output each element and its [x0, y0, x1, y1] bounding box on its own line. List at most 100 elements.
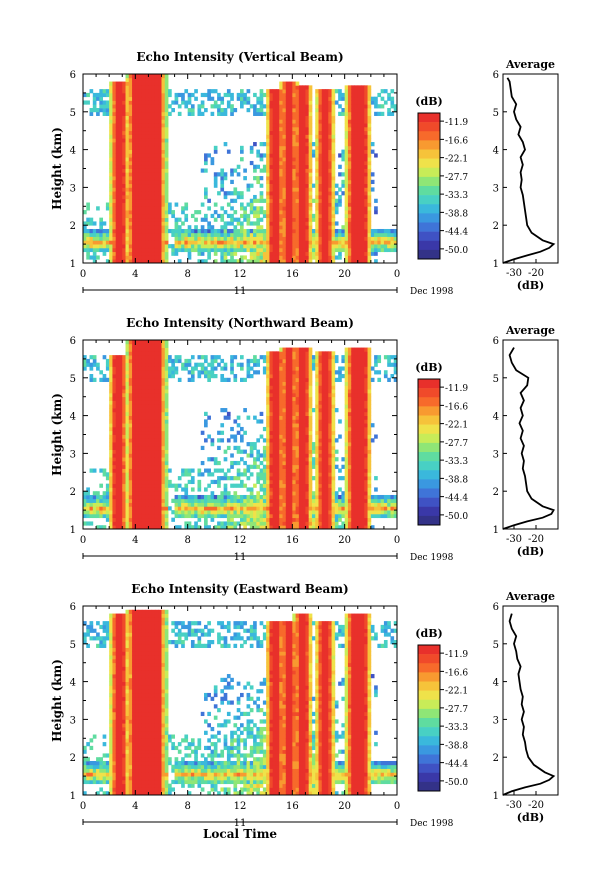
heatmap-cell: [344, 176, 349, 181]
heatmap-cell: [351, 183, 355, 188]
heatmap-cell: [128, 168, 133, 173]
heatmap-cell: [154, 138, 159, 143]
heatmap-cell: [158, 355, 162, 360]
heatmap-cell: [132, 464, 136, 469]
heatmap-cell: [289, 126, 293, 132]
heatmap-cell: [105, 362, 110, 367]
heatmap-cell: [217, 476, 221, 481]
heatmap-cell: [367, 176, 372, 181]
heatmap-cell: [282, 104, 287, 109]
heatmap-cell: [367, 202, 372, 207]
heatmap-cell: [164, 232, 169, 237]
heatmap-cell: [266, 442, 270, 447]
heatmap-cell: [190, 108, 195, 113]
heatmap-cell: [161, 415, 166, 420]
heatmap-cell: [321, 100, 326, 105]
heatmap-cell: [122, 411, 126, 416]
heatmap-cell: [148, 172, 153, 177]
heatmap-cell: [253, 525, 257, 530]
heatmap-cell: [154, 374, 159, 379]
heatmap-cell: [347, 183, 352, 188]
heatmap-cell: [357, 217, 362, 222]
heatmap-cell: [112, 483, 117, 488]
heatmap-cell: [266, 355, 270, 360]
heatmap-cell: [158, 149, 162, 154]
heatmap-cell: [168, 111, 172, 116]
heatmap-cell: [220, 111, 225, 116]
heatmap-cell: [259, 210, 264, 215]
heatmap-cell: [279, 525, 283, 530]
heatmap-cell: [96, 228, 100, 234]
heatmap-cell: [109, 510, 113, 515]
heatmap-cell: [285, 355, 290, 360]
heatmap-cell: [128, 172, 133, 177]
heatmap-cell: [141, 494, 146, 500]
heatmap-cell: [109, 392, 113, 398]
heatmap-cell: [279, 396, 283, 401]
heatmap-cell: [207, 247, 211, 253]
heatmap-cell: [354, 115, 359, 120]
heatmap-cell: [210, 358, 215, 364]
heatmap-cell: [351, 206, 355, 211]
heatmap-cell: [112, 92, 117, 98]
heatmap-cell: [259, 434, 264, 439]
heatmap-cell: [181, 100, 185, 105]
heatmap-cell: [181, 244, 185, 249]
heatmap-cell: [230, 179, 234, 185]
heatmap-cell: [217, 468, 221, 473]
heatmap-cell: [361, 225, 365, 230]
heatmap-cell: [217, 513, 221, 519]
heatmap-cell: [151, 510, 156, 515]
heatmap-cell: [364, 176, 368, 181]
heatmap-cell: [135, 206, 139, 211]
heatmap-cell: [361, 179, 365, 185]
heatmap-cell: [135, 176, 139, 181]
heatmap-cell: [109, 126, 113, 132]
heatmap-cell: [128, 513, 133, 519]
heatmap-cell: [164, 453, 169, 458]
heatmap-cell: [164, 366, 169, 371]
heatmap-cell: [315, 221, 319, 226]
heatmap-cell: [275, 244, 280, 249]
heatmap-cell: [256, 358, 261, 364]
heatmap-cell: [298, 187, 303, 192]
x-tick-label: 0: [394, 269, 400, 280]
heatmap-cell: [138, 179, 143, 185]
heatmap-cell: [158, 438, 162, 443]
heatmap-cell: [99, 247, 104, 253]
heatmap-cell: [158, 96, 162, 101]
heatmap-cell: [357, 134, 362, 139]
heatmap-cell: [269, 404, 274, 409]
heatmap-cell: [347, 202, 352, 207]
heatmap-cell: [338, 153, 342, 158]
heatmap-cell: [240, 506, 244, 511]
heatmap-cell: [158, 385, 162, 390]
heatmap-cell: [168, 228, 172, 234]
heatmap-cell: [259, 472, 264, 477]
heatmap-cell: [282, 377, 287, 382]
heatmap-cell: [118, 468, 123, 473]
heatmap-cell: [187, 498, 192, 503]
heatmap-cell: [347, 96, 352, 101]
heatmap-cell: [279, 411, 283, 416]
heatmap-cell: [118, 149, 123, 154]
heatmap-cell: [279, 408, 283, 413]
heatmap-cell: [132, 479, 136, 485]
heatmap-cell: [122, 510, 126, 515]
heatmap-cell: [285, 89, 290, 94]
heatmap-cell: [295, 221, 300, 226]
colorbar-tick-label: -27.7: [445, 173, 468, 183]
heatmap-cell: [109, 179, 113, 185]
heatmap-cell: [161, 392, 166, 398]
heatmap-cell: [154, 400, 159, 405]
heatmap-cell: [325, 123, 329, 128]
heatmap-cell: [148, 498, 153, 503]
heatmap-cell: [164, 506, 169, 511]
heatmap-cell: [325, 221, 329, 226]
heatmap-cell: [161, 445, 166, 451]
heatmap-cell: [132, 74, 136, 79]
heatmap-cell: [190, 502, 195, 507]
heatmap-cell: [321, 123, 326, 128]
heatmap-cell: [145, 419, 149, 424]
heatmap-cell: [125, 370, 130, 375]
